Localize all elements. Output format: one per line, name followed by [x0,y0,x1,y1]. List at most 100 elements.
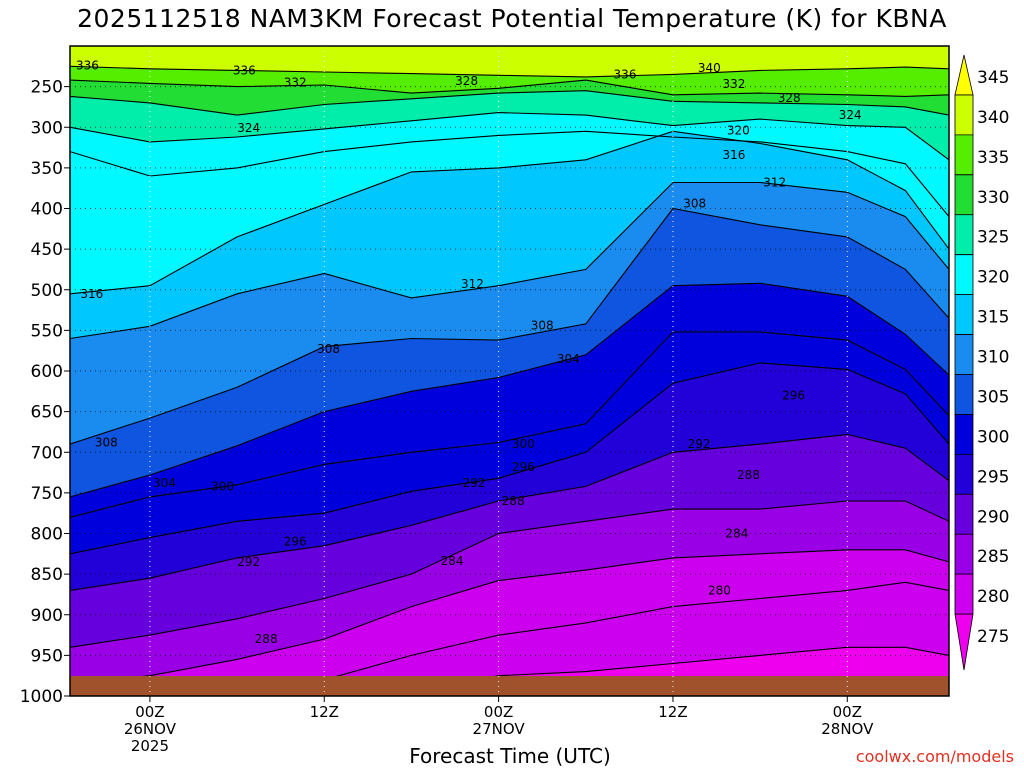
isentrope-308 [70,207,949,445]
contour-label-296: 296 [284,535,307,549]
x-tick-label-24-1: 27NOV [473,720,526,738]
contour-label-288: 288 [255,632,278,646]
colorbar-swatch-315 [954,294,974,335]
contour-label-308: 308 [95,436,118,450]
contour-label-336: 336 [233,63,256,77]
contour-label-324: 324 [839,108,862,122]
colorbar-label-330: 330 [977,188,1009,208]
colorbar-label-310: 310 [977,348,1009,368]
colorbar-label-335: 335 [977,148,1009,168]
colorbar-swatch-340 [954,94,974,136]
y-tick-label-700: 700 [31,443,63,463]
contour-label-284: 284 [441,554,464,568]
x-tick-label-0-1: 26NOV [124,720,177,738]
colorbar-swatch-320 [954,254,974,296]
isentrope-328 [70,90,949,116]
colorbar-label-340: 340 [977,108,1009,128]
colorbar-swatch-325 [954,214,974,256]
colorbar-swatch-305 [954,374,974,415]
colorbar-label-315: 315 [977,308,1009,328]
y-tick-label-750: 750 [31,484,63,504]
isentrope-332 [70,79,949,97]
contour-label-308: 308 [317,342,340,356]
y-tick-label-500: 500 [31,281,63,301]
contour-label-312: 312 [461,277,484,291]
y-tick-label-450: 450 [31,240,63,260]
isentrope-324 [70,112,949,161]
colorbar-label-275: 275 [977,627,1009,647]
colorbar-swatch-345 [954,54,974,96]
isentrope-292 [70,433,949,591]
x-tick-label-0-0: 00Z [135,703,164,721]
contour-label-296: 296 [782,388,805,402]
terrain-strip [70,676,949,696]
colorbar-swatch-335 [954,134,974,176]
credit-text: coolwx.com/models [855,747,1014,766]
y-tick-label-950: 950 [31,646,63,666]
contour-label-340: 340 [698,61,721,75]
y-tick-label-300: 300 [31,118,63,138]
colorbar-swatch-330 [954,174,974,216]
isentrope-312 [70,181,949,340]
contour-label-280: 280 [708,583,731,597]
colorbar-swatch-300 [954,414,974,455]
contour-label-300: 300 [211,479,234,493]
contour-label-288: 288 [502,494,525,508]
contour-label-284: 284 [725,527,748,541]
contour-label-332: 332 [284,76,307,90]
x-tick-label-48-0: 00Z [833,703,862,721]
colorbar-swatch-295 [954,453,974,495]
isentrope-316 [70,130,949,295]
contour-label-304: 304 [557,352,580,366]
colorbar: 345 340 335 330 325 320 315 310 305 300 295 290 285 2… [954,54,1009,671]
y-tick-label-550: 550 [31,321,63,341]
contour-label-332: 332 [723,77,746,91]
x-tick-label-48-1: 28NOV [821,720,874,738]
contour-label-292: 292 [688,437,711,451]
y-tick-label-350: 350 [31,159,63,179]
contour-label-328: 328 [455,74,478,88]
chart-title: 2025112518 NAM3KM Forecast Potential Tem… [77,4,947,33]
y-tick-label-650: 650 [31,403,63,423]
x-tick-label-36-0: 12Z [658,703,687,721]
contour-label-312: 312 [763,176,786,190]
isentrope-288 [70,500,949,648]
y-tick-label-850: 850 [31,565,63,585]
colorbar-swatch-285 [954,533,974,575]
y-tick-label-250: 250 [31,78,63,98]
contour-label-292: 292 [237,555,260,569]
colorbar-swatch-310 [954,334,974,375]
contour-label-324: 324 [237,121,260,135]
isentrope-304 [70,282,949,498]
contour-label-308: 308 [531,319,554,333]
x-tick-label-0-2: 2025 [131,737,169,755]
contour-label-316: 316 [723,148,746,162]
contour-label-328: 328 [778,91,801,105]
colorbar-swatch-275 [954,613,974,671]
isentrope-300 [70,331,949,518]
x-tick-label-24-0: 00Z [484,703,513,721]
colorbar-label-290: 290 [977,507,1009,527]
colorbar-label-320: 320 [977,268,1009,288]
isentrope-296 [70,362,949,555]
contour-label-288: 288 [737,468,760,482]
colorbar-label-295: 295 [977,467,1009,487]
y-tick-label-800: 800 [31,525,63,545]
contour-label-308: 308 [683,197,706,211]
isentrope-276 [70,646,949,696]
y-tick-label-1000: 1000 [20,687,63,707]
x-tick-label-12-0: 12Z [310,703,339,721]
x-axis-label: Forecast Time (UTC) [409,744,611,768]
colorbar-swatch-290 [954,493,974,535]
isentrope-284 [70,549,949,685]
colorbar-label-285: 285 [977,547,1009,567]
isentrope-336 [70,65,949,78]
contour-label-300: 300 [512,437,535,451]
colorbar-label-345: 345 [977,68,1009,88]
contour-label-336: 336 [76,59,99,73]
colorbar-swatch-280 [954,573,974,615]
plot-area [70,46,949,696]
contour-label-336: 336 [614,67,637,81]
isentrope-320 [70,130,949,217]
